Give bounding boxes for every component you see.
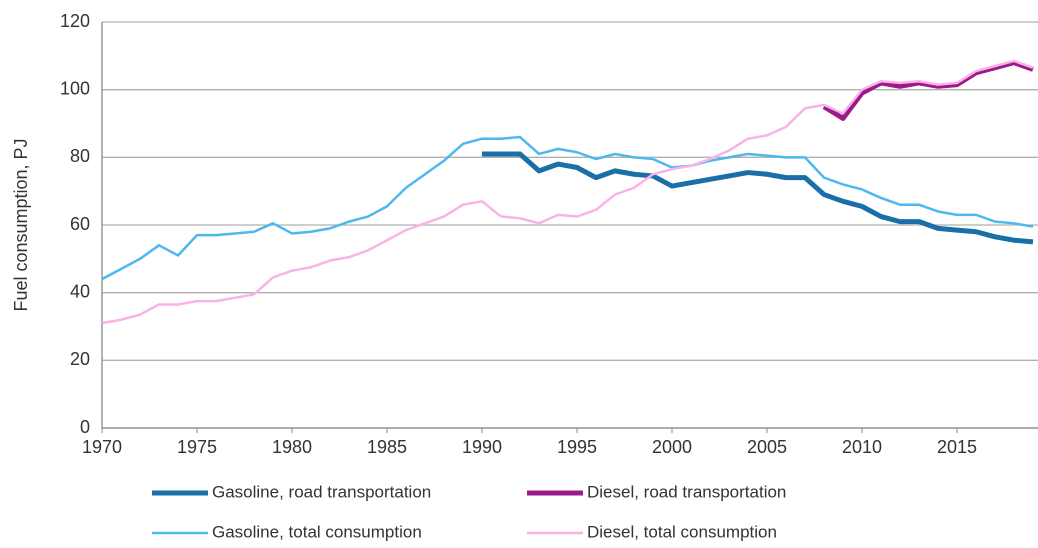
y-tick-label: 80 bbox=[70, 146, 90, 166]
legend-label: Diesel, road transportation bbox=[587, 482, 786, 501]
x-tick-label: 2000 bbox=[652, 437, 692, 457]
legend-label: Diesel, total consumption bbox=[587, 522, 777, 541]
legend-label: Gasoline, road transportation bbox=[212, 482, 431, 501]
y-tick-label: 60 bbox=[70, 214, 90, 234]
y-tick-label: 0 bbox=[80, 417, 90, 437]
x-tick-label: 2005 bbox=[747, 437, 787, 457]
x-tick-label: 1975 bbox=[177, 437, 217, 457]
x-tick-label: 2010 bbox=[842, 437, 882, 457]
y-tick-label: 100 bbox=[60, 78, 90, 98]
series-line bbox=[822, 60, 1034, 121]
y-tick-label: 20 bbox=[70, 349, 90, 369]
x-tick-label: 1980 bbox=[272, 437, 312, 457]
x-tick-label: 1970 bbox=[82, 437, 122, 457]
series-line bbox=[482, 151, 1034, 245]
series-line bbox=[101, 59, 1034, 325]
y-axis-label: Fuel consumption, PJ bbox=[11, 138, 31, 311]
legend: Gasoline, road transportation Diesel, roa… bbox=[152, 482, 786, 541]
y-tick-label: 120 bbox=[60, 11, 90, 31]
x-tick-label: 1995 bbox=[557, 437, 597, 457]
y-tick-label: 40 bbox=[70, 281, 90, 301]
x-tick-label: 1990 bbox=[462, 437, 502, 457]
x-tick-label: 1985 bbox=[367, 437, 407, 457]
series-line bbox=[101, 135, 1034, 281]
x-tick-label: 2015 bbox=[937, 437, 977, 457]
legend-label: Gasoline, total consumption bbox=[212, 522, 422, 541]
